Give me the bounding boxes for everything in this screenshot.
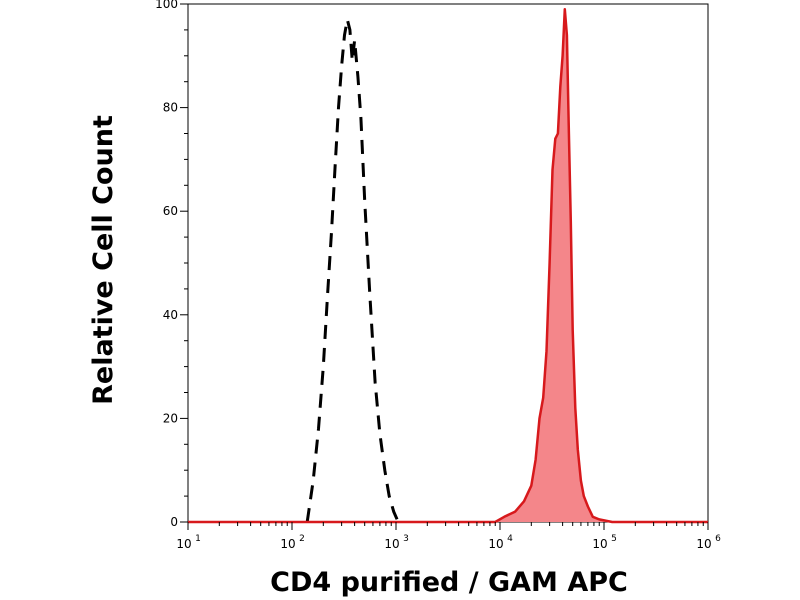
x-tick-label: 10	[488, 537, 503, 551]
x-tick-exponent: 5	[611, 534, 617, 544]
x-tick-label: 10	[280, 537, 295, 551]
x-tick-label: 10	[592, 537, 607, 551]
y-tick-label: 80	[163, 101, 178, 115]
y-tick-label: 100	[155, 0, 178, 11]
y-axis: 0 20 40 60 80 100	[155, 0, 188, 529]
x-axis: 10 1 10 2 10 3 10 4 10 5 10 6	[176, 522, 721, 551]
x-tick-label: 10	[384, 537, 399, 551]
y-tick-label: 40	[163, 308, 178, 322]
series-1-line	[188, 7, 708, 524]
y-tick-label: 60	[163, 204, 178, 218]
series-0-line	[305, 18, 400, 523]
y-axis-title: Relative Cell Count	[88, 115, 119, 405]
x-tick-exponent: 4	[507, 534, 513, 544]
x-tick-exponent: 2	[299, 534, 305, 544]
x-tick-exponent: 3	[403, 534, 409, 544]
x-tick-label: 10	[696, 537, 711, 551]
x-axis-title: CD4 purified / GAM APC	[270, 567, 628, 598]
series-layer	[188, 7, 708, 524]
x-tick-label: 10	[176, 537, 191, 551]
y-tick-label: 20	[163, 411, 178, 425]
x-tick-exponent: 6	[715, 534, 721, 544]
y-tick-label: 0	[170, 515, 178, 529]
x-tick-exponent: 1	[195, 534, 201, 544]
